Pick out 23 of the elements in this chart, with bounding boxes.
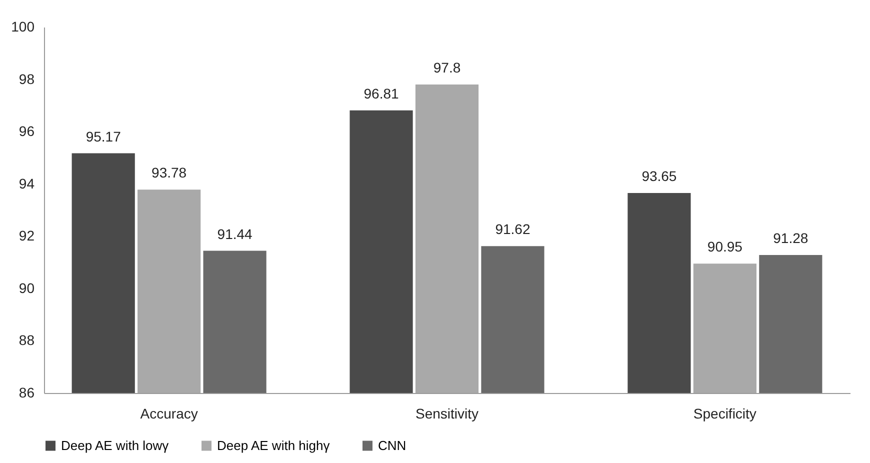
data-label: 96.81 [364, 85, 399, 102]
y-tick-label: 98 [18, 70, 35, 87]
y-tick-label: 92 [18, 228, 35, 244]
data-label: 90.95 [707, 238, 743, 255]
y-tick-label: 86 [18, 384, 35, 400]
data-label: 91.62 [495, 221, 530, 238]
data-label: 95.17 [86, 128, 122, 144]
x-tick-label: Sensitivity [415, 406, 479, 422]
data-label: 97.8 [433, 60, 461, 76]
y-tick-label: 94 [18, 175, 35, 192]
data-label: 91.44 [217, 226, 253, 242]
legend-label: Deep AE with lowγ [61, 438, 170, 453]
x-tick-label: Specificity [693, 406, 756, 422]
data-label: 91.28 [773, 230, 808, 246]
legend-label: Deep AE with highγ [217, 438, 330, 453]
y-tick-label: 96 [18, 123, 35, 140]
data-label: 93.65 [642, 168, 677, 184]
y-tick-label: 88 [18, 332, 35, 348]
y-tick-label: 100 [11, 18, 35, 34]
legend-label: CNN [378, 438, 406, 453]
y-tick-label: 90 [18, 280, 35, 296]
x-tick-label: Accuracy [140, 406, 198, 422]
data-label: 93.78 [152, 164, 187, 181]
